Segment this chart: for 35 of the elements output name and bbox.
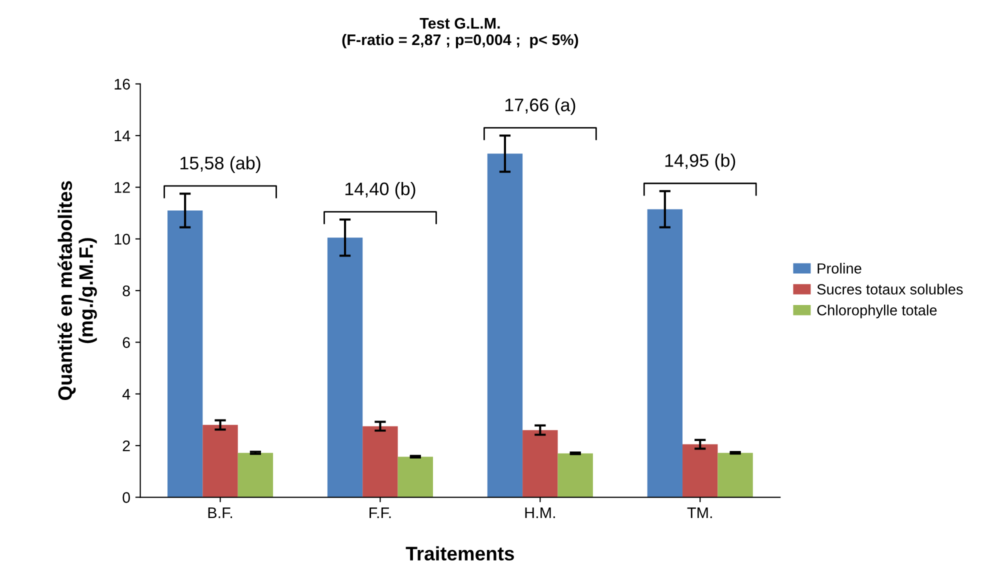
annotation: 17,66 (a): [505, 98, 576, 115]
bar: [398, 456, 433, 498]
y-tick-label: 16: [114, 78, 130, 90]
x-tick-label: TM.: [687, 508, 712, 518]
annotation: 15,58 (ab): [180, 156, 260, 174]
y-tick-label: 6: [122, 337, 130, 348]
y-tick-label: 0: [122, 492, 130, 503]
y-tick-label: 4: [122, 388, 130, 400]
bar: [202, 424, 238, 498]
legend-label: Sucres totaux solubles: [817, 284, 963, 294]
bar: [362, 426, 398, 498]
bar: [682, 444, 718, 498]
y-tick-label: 2: [122, 440, 130, 452]
bar: [522, 430, 558, 498]
annotation: 14,40 (b): [345, 182, 416, 199]
bar: [167, 210, 203, 498]
annotation: 14,95 (b): [665, 154, 736, 170]
y-tick-label: 8: [122, 285, 130, 296]
bar: [558, 453, 593, 498]
bar: [327, 238, 363, 498]
y-tick-label: 10: [114, 234, 130, 245]
legend-label: Chlorophylle totale: [817, 304, 937, 318]
y-tick-label: 12: [114, 182, 130, 193]
x-axis-title: Traitements: [406, 546, 514, 561]
x-tick-label: H.M.: [525, 508, 555, 518]
y-tick-label: 14: [114, 130, 130, 142]
legend-label: Proline: [818, 262, 862, 274]
bar: [238, 452, 274, 498]
y-axis-title: Quantité en métabolites (mg./g.M.F.): [58, 181, 97, 400]
bar: [718, 452, 753, 498]
chart-title: Test G.L.M. (F-ratio = 2,87 ; p=0,004 ; p< 5%): [342, 18, 578, 48]
bar: [487, 154, 523, 498]
bar: [647, 209, 683, 498]
x-tick-label: B.F.: [208, 508, 232, 518]
x-tick-label: F.F.: [370, 508, 391, 518]
